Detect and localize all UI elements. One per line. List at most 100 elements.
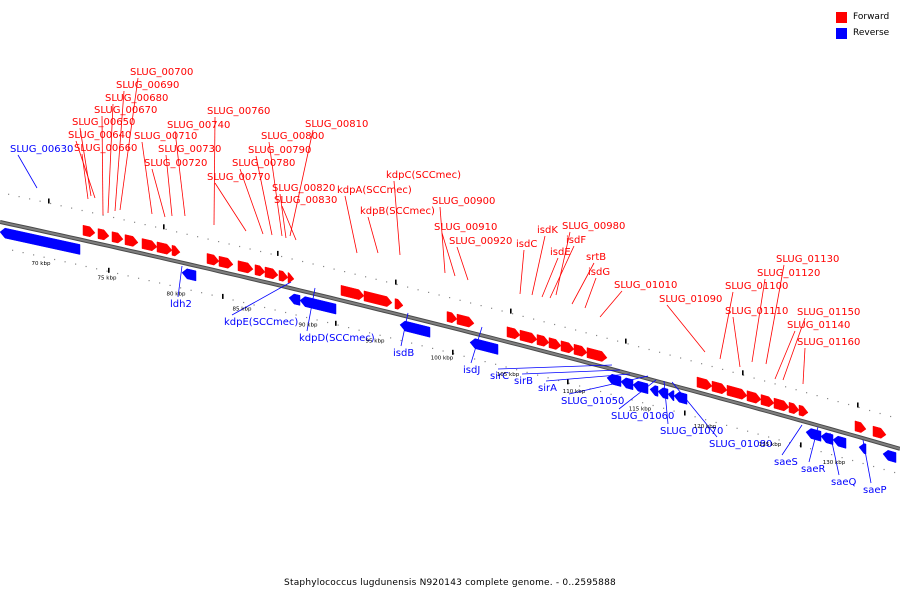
- backbone-shadow: [0, 220, 900, 451]
- track-dot: [463, 355, 465, 357]
- gene-label: kdpA(SCCmec): [337, 185, 412, 196]
- track-dot: [841, 457, 843, 459]
- track-dot: [596, 334, 598, 337]
- track-dot: [862, 462, 864, 465]
- gene-label: SLUG_01090: [659, 294, 722, 305]
- gene-label: SLUG_00910: [434, 222, 497, 233]
- gene-label: kdpE(SCCmec): [224, 317, 298, 328]
- track-dot: [64, 261, 66, 263]
- track-dot: [333, 268, 335, 270]
- leader-line: [367, 216, 379, 254]
- gene-label: SLUG_00770: [207, 172, 270, 183]
- track-dot: [659, 351, 661, 353]
- backbone-line: [0, 221, 900, 450]
- gene-label: SLUG_00740: [167, 120, 230, 131]
- leader-line: [255, 155, 273, 236]
- major-tick: [48, 198, 50, 204]
- forward-gene-arrow: [111, 231, 124, 244]
- scale-label: 120 kbp: [694, 424, 717, 430]
- track-dot: [747, 430, 749, 432]
- forward-gene-arrow: [506, 326, 521, 340]
- track-dot: [474, 358, 476, 360]
- track-dot: [316, 319, 318, 321]
- forward-gene-arrow: [760, 394, 775, 408]
- gene-label: srtB: [586, 252, 606, 263]
- leader-line: [555, 231, 571, 296]
- gene-label: isdK: [537, 225, 558, 236]
- major-tick: [108, 267, 110, 273]
- track-dot: [774, 383, 776, 385]
- track-dot: [837, 401, 839, 403]
- major-tick: [222, 293, 224, 299]
- gene-label: SLUG_00760: [207, 106, 270, 117]
- gene-label: ldh2: [170, 299, 192, 310]
- forward-gene-arrow: [446, 311, 458, 324]
- major-tick: [452, 349, 454, 355]
- track-dot: [106, 270, 108, 272]
- forward-gene-arrow: [237, 260, 254, 274]
- forward-gene-arrow: [573, 343, 588, 357]
- scale-labels: 70 kbp 75 kbp 80 kbp 85 kbp 90 kbp 95 kbp 100 …: [32, 261, 846, 466]
- track-dot: [568, 382, 570, 384]
- reverse-gene-arrow: [673, 391, 688, 405]
- forward-swatch: [836, 11, 847, 23]
- forward-gene-arrow: [124, 234, 139, 247]
- reverse-gene-arrow: [469, 338, 499, 355]
- forward-gene-arrow: [340, 284, 365, 300]
- gene-label: isdJ: [463, 365, 480, 376]
- reverse-gene-arrow: [399, 320, 431, 338]
- leader-line: [751, 278, 766, 363]
- track-dot: [852, 459, 854, 462]
- track-dot: [526, 371, 528, 373]
- track-dot: [663, 407, 665, 409]
- leader-line: [599, 290, 623, 318]
- track-dot: [117, 272, 119, 275]
- track-dot: [354, 273, 356, 275]
- track-dot: [358, 329, 360, 331]
- track-dot: [369, 332, 371, 334]
- track-dot: [722, 368, 724, 370]
- track-dot: [228, 243, 230, 245]
- leader-line: [568, 375, 649, 395]
- track-dot: [96, 268, 98, 270]
- scale-label: 80 kbp: [167, 291, 186, 297]
- gene-label: SLUG_00780: [232, 158, 295, 169]
- track-dot: [547, 377, 549, 379]
- track-dot: [390, 337, 392, 339]
- track-dot: [501, 310, 503, 312]
- track-dot: [554, 323, 556, 326]
- leader-line: [521, 369, 621, 375]
- track-dot: [50, 202, 52, 205]
- track-dot: [207, 238, 209, 240]
- gene-label: saeP: [863, 485, 887, 496]
- genome-caption: Staphylococcus lugdunensis N920143 compl…: [284, 578, 616, 588]
- track-dot: [810, 448, 812, 450]
- track-dot: [211, 294, 213, 296]
- leader-line: [279, 193, 287, 239]
- track-dot: [537, 374, 539, 376]
- leader-line: [81, 153, 89, 200]
- gene-label: SLUG_01120: [757, 268, 820, 279]
- track-dot: [873, 465, 875, 468]
- gene-label: SLUG_00680: [105, 93, 168, 104]
- forward-gene-arrow: [854, 420, 867, 433]
- forward-gene-arrow: [696, 376, 713, 390]
- leader-line: [107, 103, 114, 214]
- leader-line: [289, 129, 314, 237]
- leader-line: [666, 304, 706, 353]
- reverse-gene-arrow: [882, 450, 897, 463]
- reverse-gene-arrow: [299, 296, 337, 315]
- track-dot: [617, 340, 619, 342]
- gene-label: SLUG_01070: [660, 426, 723, 437]
- gene-label: SLUG_01080: [709, 439, 772, 450]
- track-dot: [400, 339, 402, 342]
- forward-gene-arrow: [560, 340, 575, 354]
- track-dot: [558, 379, 560, 382]
- gene-label: SLUG_01110: [725, 306, 788, 317]
- gene-label: SLUG_00720: [144, 158, 207, 169]
- track-dot: [600, 390, 602, 393]
- track-dot: [155, 226, 157, 228]
- legend: Forward Reverse: [836, 9, 889, 41]
- forward-gene-arrow: [519, 329, 538, 344]
